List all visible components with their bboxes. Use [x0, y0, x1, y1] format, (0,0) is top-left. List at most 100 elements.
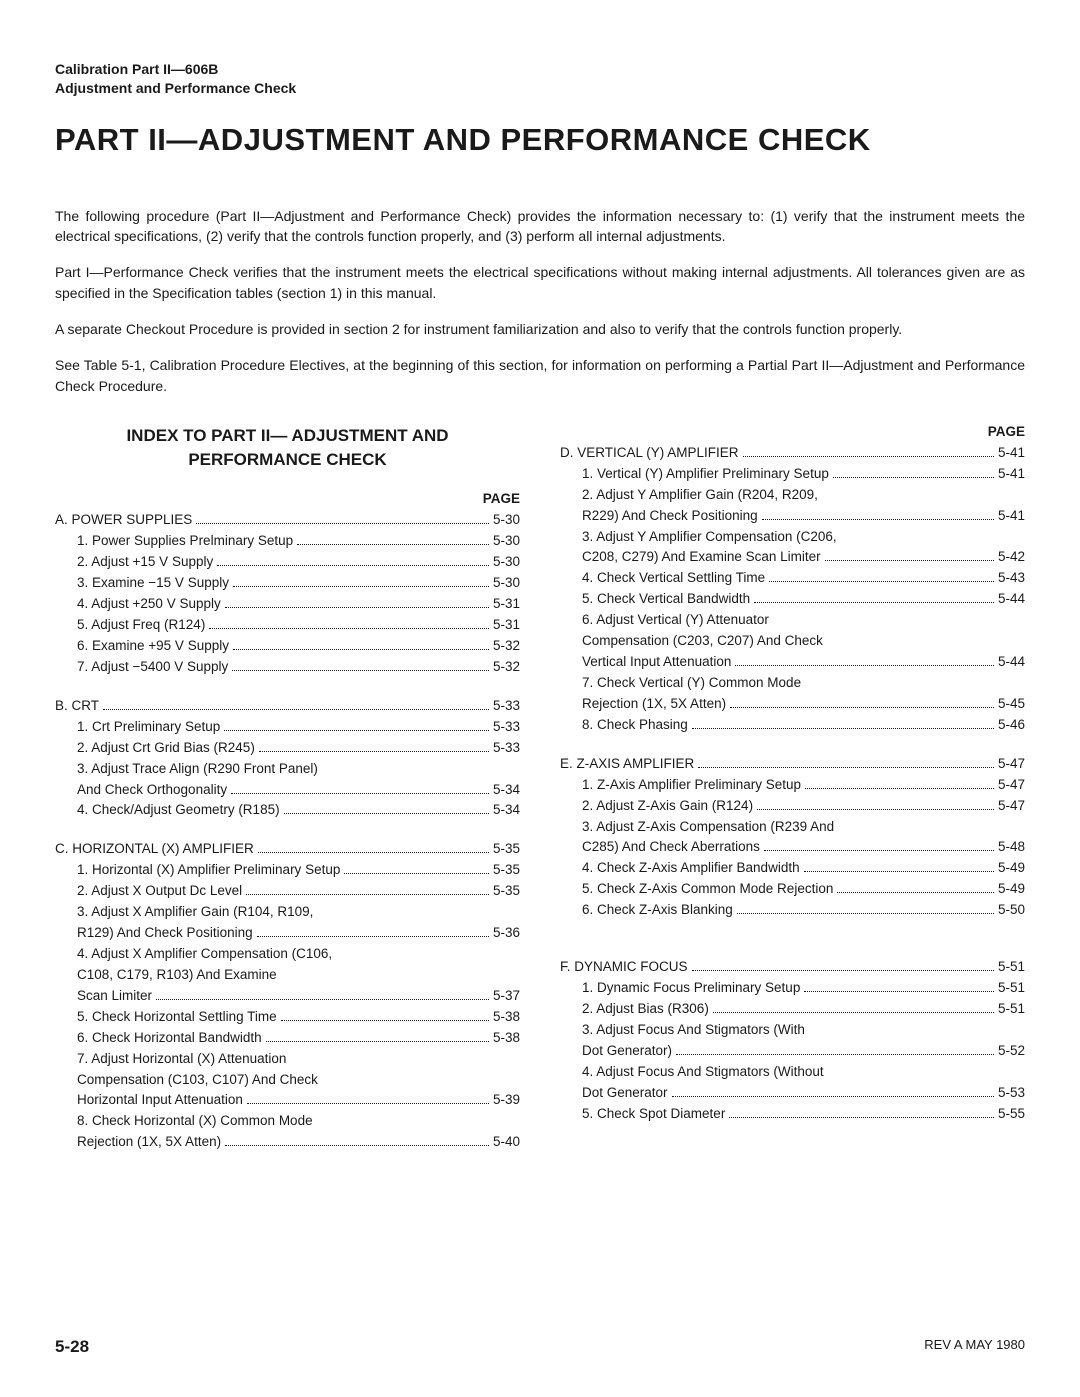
entry-text: 3. Adjust Y Amplifier Compensation (C206… [560, 527, 837, 548]
entry-text: 8. Check Phasing [560, 715, 688, 736]
entry-text: E. Z-AXIS AMPLIFIER [560, 754, 694, 775]
entry-text: D. VERTICAL (Y) AMPLIFIER [560, 443, 739, 464]
entry-page: 5-31 [493, 615, 520, 636]
leader-dots [258, 852, 489, 853]
entry-page: 5-38 [493, 1028, 520, 1049]
index-entry: 8. Check Horizontal (X) Common Mode [55, 1111, 520, 1132]
entry-page: 5-51 [998, 957, 1025, 978]
entry-page: 5-35 [493, 881, 520, 902]
leader-dots [209, 628, 489, 629]
leader-dots [156, 999, 489, 1000]
entry-page: 5-47 [998, 796, 1025, 817]
entry-text: 4. Adjust +250 V Supply [55, 594, 221, 615]
index-entry: C208, C279) And Examine Scan Limiter5-42 [560, 547, 1025, 568]
leader-dots [344, 873, 489, 874]
entry-text: 7. Check Vertical (Y) Common Mode [560, 673, 801, 694]
leader-dots [297, 544, 489, 545]
leader-dots [217, 565, 489, 566]
index-entry: Compensation (C203, C207) And Check [560, 631, 1025, 652]
entry-page: 5-45 [998, 694, 1025, 715]
index-entry: Dot Generator5-53 [560, 1083, 1025, 1104]
entry-text: 4. Check Z-Axis Amplifier Bandwidth [560, 858, 800, 879]
index-entry: 6. Adjust Vertical (Y) Attenuator [560, 610, 1025, 631]
entry-page: 5-31 [493, 594, 520, 615]
leader-dots [676, 1054, 994, 1055]
page-number: 5-28 [55, 1337, 89, 1357]
revision-text: REV A MAY 1980 [924, 1337, 1025, 1357]
entry-page: 5-41 [998, 464, 1025, 485]
index-entry: Rejection (1X, 5X Atten)5-40 [55, 1132, 520, 1153]
index-entry: 5. Check Horizontal Settling Time5-38 [55, 1007, 520, 1028]
entry-text: 2. Adjust X Output Dc Level [55, 881, 242, 902]
entry-text: C. HORIZONTAL (X) AMPLIFIER [55, 839, 254, 860]
index-entry: C285) And Check Aberrations 5-48 [560, 837, 1025, 858]
index-entry: Vertical Input Attenuation5-44 [560, 652, 1025, 673]
index-entry: 3. Adjust Z-Axis Compensation (R239 And [560, 817, 1025, 838]
entry-text: 5. Check Z-Axis Common Mode Rejection [560, 879, 833, 900]
leader-dots [247, 1103, 489, 1104]
index-entry: And Check Orthogonality5-34 [55, 780, 520, 801]
entry-text: 3. Adjust Focus And Stigmators (With [560, 1020, 805, 1041]
entry-page: 5-42 [998, 547, 1025, 568]
index-entry: 1. Power Supplies Prelminary Setup5-30 [55, 531, 520, 552]
leader-dots [225, 607, 489, 608]
entry-text: 7. Adjust Horizontal (X) Attenuation [55, 1049, 286, 1070]
index-entry: E. Z-AXIS AMPLIFIER 5-47 [560, 754, 1025, 775]
entry-page: 5-51 [998, 978, 1025, 999]
entry-page: 5-35 [493, 839, 520, 860]
entry-page: 5-41 [998, 443, 1025, 464]
entry-text: Rejection (1X, 5X Atten) [560, 694, 726, 715]
index-entry: 4. Check Z-Axis Amplifier Bandwidth5-49 [560, 858, 1025, 879]
entry-text: 6. Adjust Vertical (Y) Attenuator [560, 610, 769, 631]
entry-page: 5-51 [998, 999, 1025, 1020]
entry-page: 5-37 [493, 986, 520, 1007]
leader-dots [698, 767, 994, 768]
index-entry: 5. Check Z-Axis Common Mode Rejection5-4… [560, 879, 1025, 900]
index-entry: 3. Adjust X Amplifier Gain (R104, R109, [55, 902, 520, 923]
page-label: PAGE [560, 424, 1025, 439]
page: Calibration Part II—606B Adjustment and … [0, 0, 1080, 1397]
entry-text: C108, C179, R103) And Examine [55, 965, 277, 986]
leader-dots [281, 1020, 489, 1021]
entry-page: 5-55 [998, 1104, 1025, 1125]
entry-text: 1. Horizontal (X) Amplifier Preliminary … [55, 860, 340, 881]
leader-dots [225, 1145, 489, 1146]
entry-text: 1. Dynamic Focus Preliminary Setup [560, 978, 800, 999]
header-line1: Calibration Part II—606B [55, 60, 1025, 79]
leader-dots [231, 793, 489, 794]
leader-dots [769, 581, 994, 582]
entry-text: Compensation (C103, C107) And Check [55, 1070, 318, 1091]
index-entry: 5. Adjust Freq (R124)5-31 [55, 615, 520, 636]
entry-text: Dot Generator [560, 1083, 668, 1104]
index-entry: 4. Check Vertical Settling Time5-43 [560, 568, 1025, 589]
entry-text: 3. Examine −15 V Supply [55, 573, 229, 594]
index-entry: 1. Horizontal (X) Amplifier Preliminary … [55, 860, 520, 881]
entry-page: 5-48 [998, 837, 1025, 858]
entry-text: 6. Check Z-Axis Blanking [560, 900, 733, 921]
intro-para: The following procedure (Part II—Adjustm… [55, 206, 1025, 247]
left-column: INDEX TO PART II— ADJUSTMENT AND PERFORM… [55, 424, 520, 1153]
leader-dots [833, 477, 994, 478]
index-entry: B. CRT5-33 [55, 696, 520, 717]
index-entry: 1. Crt Preliminary Setup5-33 [55, 717, 520, 738]
entry-text: 2. Adjust +15 V Supply [55, 552, 213, 573]
entry-text: C285) And Check Aberrations [560, 837, 760, 858]
leader-dots [729, 1117, 994, 1118]
entry-page: 5-32 [493, 657, 520, 678]
entry-page: 5-41 [998, 506, 1025, 527]
entry-text: 5. Check Spot Diameter [560, 1104, 725, 1125]
entry-text: 5. Check Vertical Bandwidth [560, 589, 750, 610]
entry-page: 5-39 [493, 1090, 520, 1111]
entry-text: 1. Z-Axis Amplifier Preliminary Setup [560, 775, 801, 796]
index-entry: 2. Adjust Crt Grid Bias (R245)5-33 [55, 738, 520, 759]
entry-page: 5-47 [998, 775, 1025, 796]
entry-page: 5-43 [998, 568, 1025, 589]
index-entry: A. POWER SUPPLIES5-30 [55, 510, 520, 531]
index-entry: 2. Adjust +15 V Supply5-30 [55, 552, 520, 573]
index-entry: 8. Check Phasing5-46 [560, 715, 1025, 736]
entry-page: 5-47 [998, 754, 1025, 775]
left-entries: A. POWER SUPPLIES5-301. Power Supplies P… [55, 510, 520, 1153]
entry-text: Horizontal Input Attenuation [55, 1090, 243, 1111]
index-entry: 7. Check Vertical (Y) Common Mode [560, 673, 1025, 694]
entry-page: 5-34 [493, 780, 520, 801]
